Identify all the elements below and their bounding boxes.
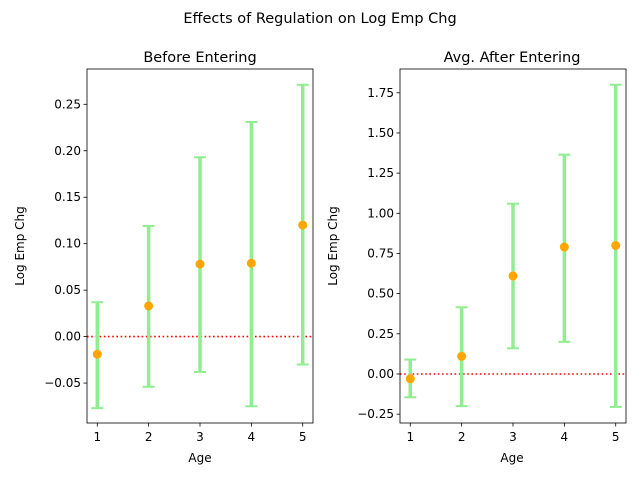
y-tick-label: 0.00 (54, 330, 81, 344)
y-tick-label: 1.50 (367, 126, 394, 140)
x-tick-label: 1 (406, 430, 414, 444)
y-tick-label: −0.05 (44, 376, 81, 390)
data-point (144, 301, 154, 311)
panel-avg-after-entering: Avg. After Entering Age Log Emp Chg −0.2… (326, 50, 627, 465)
y-tick-label: 0.10 (54, 237, 81, 251)
data-point (611, 240, 621, 250)
y-axis-label: Log Emp Chg (13, 206, 27, 286)
y-tick-label: 0.00 (367, 367, 394, 381)
x-tick-label: 2 (145, 430, 153, 444)
x-axis-label: Age (188, 451, 211, 465)
y-tick-label: 0.05 (54, 283, 81, 297)
axes-frame (86, 68, 314, 424)
y-tick-label: 0.25 (54, 97, 81, 111)
x-axis-label: Age (500, 451, 523, 465)
y-tick-label: 1.00 (367, 206, 394, 220)
x-tick-label: 5 (612, 430, 620, 444)
data-point (92, 349, 102, 359)
panel-title: Avg. After Entering (444, 50, 581, 66)
y-tick-label: 1.75 (367, 86, 394, 100)
y-tick-label: 1.25 (367, 166, 394, 180)
y-tick-label: 0.20 (54, 144, 81, 158)
data-point (508, 271, 518, 281)
axes-frame (399, 68, 627, 424)
data-point (246, 258, 256, 268)
data-point (559, 242, 569, 252)
figure-suptitle: Effects of Regulation on Log Emp Chg (183, 11, 456, 27)
data-point (405, 374, 415, 384)
x-tick-label: 2 (458, 430, 466, 444)
y-tick-label: −0.25 (357, 407, 394, 421)
data-point (298, 220, 308, 230)
x-tick-label: 4 (248, 430, 256, 444)
y-axis-label: Log Emp Chg (326, 206, 340, 286)
panel-before-entering: Before Entering Age Log Emp Chg −0.05 0.0… (13, 50, 314, 465)
y-tick-label: 0.25 (367, 327, 394, 341)
x-tick-label: 3 (196, 430, 204, 444)
y-tick-label: 0.15 (54, 190, 81, 204)
panel-title: Before Entering (143, 50, 256, 66)
data-point (457, 351, 467, 361)
x-tick-label: 5 (299, 430, 307, 444)
y-tick-label: 0.75 (367, 246, 394, 260)
x-tick-label: 3 (509, 430, 517, 444)
x-tick-label: 4 (561, 430, 569, 444)
data-point (195, 259, 205, 269)
x-tick-label: 1 (93, 430, 101, 444)
y-tick-label: 0.50 (367, 287, 394, 301)
